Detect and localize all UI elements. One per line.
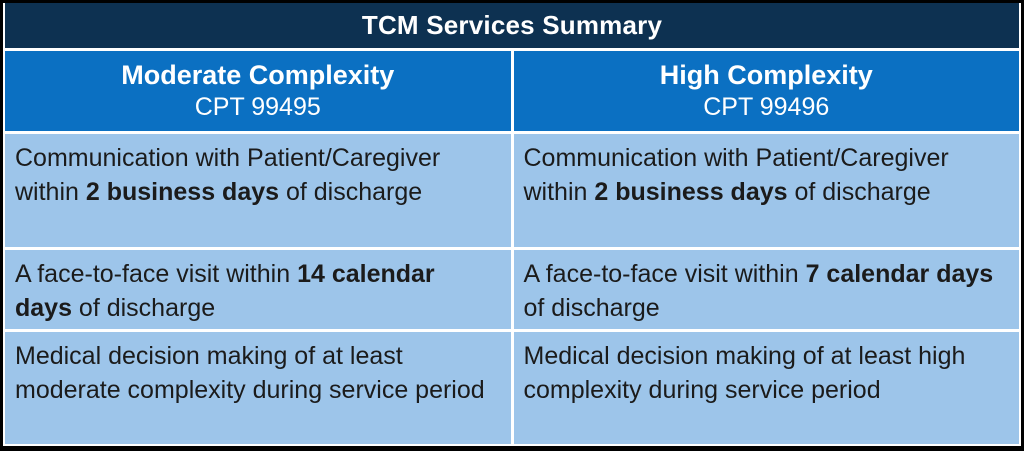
cell-communication-high: Communication with Patient/Caregiver wit…: [513, 134, 1019, 247]
cell-decision-high: Medical decision making of at least high…: [513, 332, 1019, 444]
column-name-high: High Complexity: [659, 59, 873, 90]
cell-text-bold: 14 calendar days: [15, 260, 435, 322]
cell-visit-moderate: A face-to-face visit within 14 calendar …: [5, 250, 511, 329]
cell-text: of discharge: [71, 294, 216, 322]
cell-text-bold: 2 business days: [594, 178, 788, 206]
table-title-bar: TCM Services Summary: [5, 3, 1019, 48]
cell-text: A face-to-face visit within: [15, 260, 298, 288]
cell-text: A face-to-face visit within: [523, 260, 806, 288]
cell-text: of discharge: [787, 178, 931, 206]
cell-text: Medical decision making of at least mode…: [15, 342, 485, 404]
cell-decision-moderate: Medical decision making of at least mode…: [5, 332, 511, 444]
cell-text-bold: 2 business days: [85, 178, 280, 206]
cell-text: Communication with Patient/Caregiver wit…: [15, 144, 441, 206]
table-grid: TCM Services Summary Moderate Complexity…: [5, 3, 1019, 444]
column-header-high: High Complexity CPT 99496: [513, 51, 1019, 131]
column-header-moderate: Moderate Complexity CPT 99495: [5, 51, 511, 131]
cell-text-bold: 7 calendar days: [805, 260, 994, 288]
cell-text: Communication with Patient/Caregiver wit…: [523, 144, 949, 206]
cell-text: of discharge: [523, 294, 660, 322]
cell-communication-moderate: Communication with Patient/Caregiver wit…: [5, 134, 511, 247]
column-cpt-99495: CPT 99495: [194, 93, 321, 122]
column-cpt-99496: CPT 99496: [703, 93, 830, 122]
table-title: TCM Services Summary: [361, 10, 663, 40]
cell-text: of discharge: [279, 178, 423, 206]
column-name-moderate: Moderate Complexity: [121, 59, 395, 90]
cell-text: Medical decision making of at least high…: [523, 342, 966, 404]
cell-visit-high: A face-to-face visit within 7 calendar d…: [513, 250, 1019, 329]
